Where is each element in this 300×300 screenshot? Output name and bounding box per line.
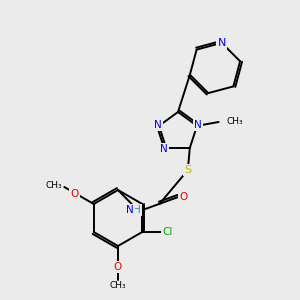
- Text: O: O: [114, 262, 122, 272]
- Text: CH₃: CH₃: [227, 118, 243, 127]
- Text: CH₃: CH₃: [110, 281, 126, 290]
- Text: N: N: [126, 205, 134, 215]
- Text: H: H: [133, 205, 141, 215]
- Text: Cl: Cl: [162, 227, 172, 237]
- Text: O: O: [70, 189, 79, 199]
- Text: O: O: [179, 192, 188, 202]
- Text: N: N: [160, 144, 168, 154]
- Text: N: N: [218, 38, 226, 48]
- Text: CH₃: CH₃: [46, 182, 62, 190]
- Text: S: S: [184, 165, 191, 175]
- Text: N: N: [194, 120, 202, 130]
- Text: N: N: [154, 120, 162, 130]
